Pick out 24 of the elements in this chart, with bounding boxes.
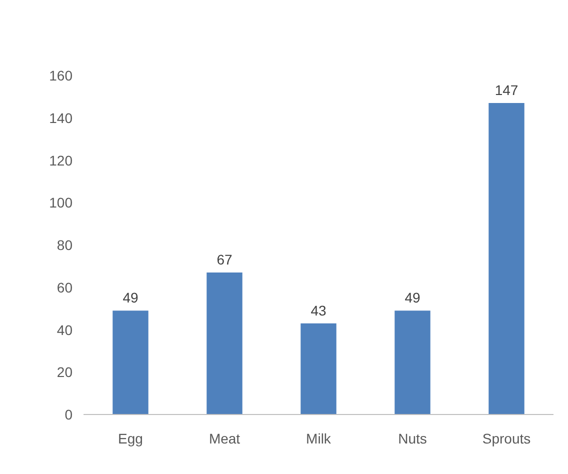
y-tick-label: 120 [49,152,73,168]
data-label: 147 [494,82,518,98]
y-tick-label: 20 [56,364,73,380]
bar [206,272,242,414]
bar [300,323,336,414]
y-tick-label: 160 [49,68,73,84]
y-tick-label: 100 [49,194,73,211]
x-tick-label: Meat [208,430,240,446]
y-tick-label: 0 [64,406,73,422]
x-tick-label: Milk [306,430,332,446]
y-tick-label: 40 [56,322,73,338]
bar [112,310,148,414]
y-tick-label: 140 [49,110,73,126]
y-tick-label: 60 [56,279,73,296]
bar [394,310,430,414]
data-label: 43 [310,302,326,318]
x-tick-label: Sprouts [482,430,531,446]
data-label: 49 [122,290,138,306]
x-tick-label: Nuts [398,430,427,446]
bar [488,103,524,414]
data-label: 49 [404,290,420,306]
x-tick-label: Egg [118,430,143,446]
y-tick-label: 80 [56,237,73,253]
data-label: 67 [216,252,232,268]
